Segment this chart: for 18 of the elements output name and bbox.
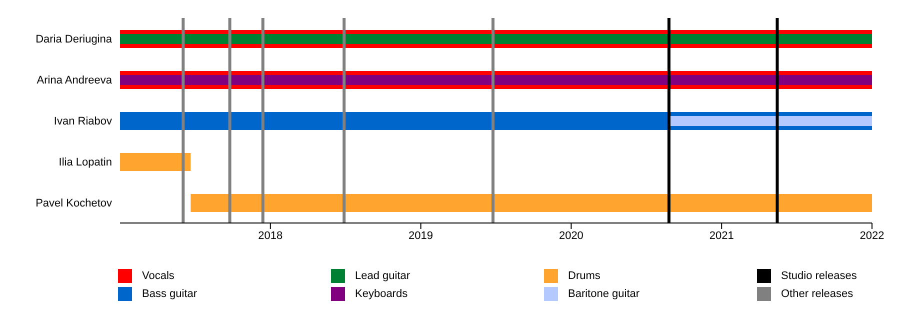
x-tick-label: 2018 bbox=[258, 230, 283, 242]
legend-label: Lead guitar bbox=[355, 270, 410, 282]
legend-label: Other releases bbox=[781, 288, 854, 300]
x-tick-label: 2020 bbox=[558, 230, 584, 242]
legend-label: Studio releases bbox=[781, 270, 857, 282]
y-tick-label: Ivan Riabov bbox=[54, 115, 112, 128]
legend-label: Drums bbox=[568, 270, 600, 282]
x-tick-label: 2022 bbox=[860, 230, 884, 242]
y-tick-label: Arina Andreeva bbox=[36, 74, 113, 86]
legend-label: Bass guitar bbox=[142, 288, 198, 300]
y-tick-label: Daria Deriugina bbox=[36, 33, 113, 46]
legend-label: Baritone guitar bbox=[568, 288, 640, 300]
x-tick-label: 2021 bbox=[709, 230, 734, 242]
x-tick-label: 2019 bbox=[408, 230, 434, 242]
y-tick-label: Ilia Lopatin bbox=[58, 156, 112, 168]
legend-label: Keyboards bbox=[355, 288, 408, 300]
legend-label: Vocals bbox=[142, 270, 174, 282]
y-tick-label: Pavel Kochetov bbox=[36, 197, 112, 210]
